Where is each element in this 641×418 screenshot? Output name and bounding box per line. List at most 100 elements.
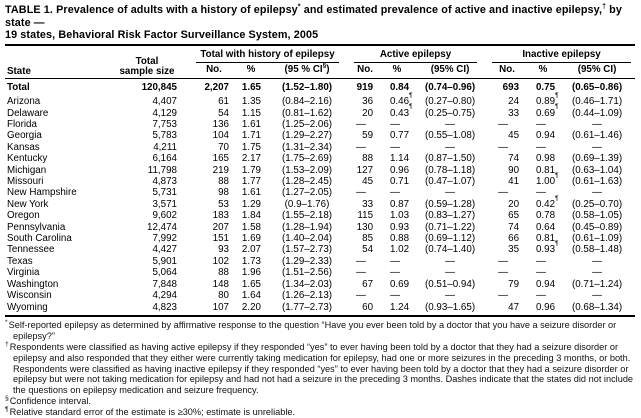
table-row: Missouri 4,873 88 1.77 (1.28–2.45) 45 0.71 (0.4…: [5, 172, 635, 188]
no-cell: 93: [218, 244, 229, 256]
ci-cell: (1.34–2.03): [281, 278, 333, 290]
no-cell: 36: [362, 96, 374, 108]
ci-cell: (1.52–1.80): [281, 81, 333, 93]
no-cell: 65: [508, 210, 520, 222]
state-cell: Missouri: [7, 176, 44, 188]
no-cell: 61: [218, 96, 229, 108]
ci-cell: (0.25–0.70): [571, 198, 623, 210]
sample-size-cell: 120,845: [141, 81, 177, 93]
no-cell: 136: [212, 119, 229, 130]
ci-cell: (0.93–1.65): [424, 301, 476, 313]
group-header-history: Total with history of epilepsy: [191, 47, 349, 64]
ci-cell: (0.65–0.86): [571, 81, 623, 93]
ci-cell: —: [445, 141, 455, 153]
footnote-marker: ¶: [5, 406, 9, 414]
ci-cell: (1.75–2.69): [281, 153, 333, 165]
percent-cell: 0.78: [535, 210, 556, 222]
no-cell: 45: [362, 176, 374, 188]
table-row: Kentucky 6,164 165 2.17 (1.75–2.69) 88 1.14 (0.…: [5, 153, 635, 164]
state-cell: Oregon: [7, 210, 40, 222]
percent-cell: —: [536, 255, 546, 267]
footnote-marker: †: [5, 340, 9, 348]
no-cell: 70: [218, 141, 229, 153]
percent-cell: 1.71: [241, 130, 261, 142]
ci-cell: (1.29–2.27): [281, 130, 333, 142]
ci-cell: (0.55–1.08): [424, 130, 476, 142]
percent-cell: 1.84: [241, 210, 261, 222]
no-cell: —: [356, 255, 366, 267]
no-cell: 33: [508, 107, 520, 119]
no-cell: 104: [212, 130, 229, 142]
percent-cell: 0.69: [389, 278, 410, 290]
col-header-history-no: No.: [191, 63, 237, 79]
footnotes: *Self-reported epilepsy as determined by…: [5, 319, 635, 418]
percent-cell: 2.07: [241, 244, 261, 256]
percent-cell: 1.65: [241, 81, 261, 93]
percent-cell: —: [390, 255, 400, 267]
no-cell: 919: [356, 81, 374, 93]
ci-cell: (0.59–1.28): [424, 198, 476, 210]
sub-header-row: No. % (95 % CI§) No. % (95% CI) No. % (9…: [5, 63, 636, 79]
percent-cell: 0.84: [389, 81, 410, 93]
percent-cell: 1.73: [241, 255, 261, 267]
no-cell: 2,207: [204, 81, 229, 93]
title-footnote-marker-asterisk: *: [297, 3, 301, 11]
no-cell: 54: [362, 244, 374, 256]
no-cell: 127: [356, 164, 374, 176]
table-row: New York 3,571 53 1.29 (0.9–1.76) 33 0.87 (0.59…: [5, 195, 635, 210]
col-header-active-pct: %: [381, 63, 414, 79]
percent-cell: 2.20: [241, 301, 261, 313]
ci-cell: (0.71–1.24): [571, 278, 623, 290]
percent-cell: 0.81: [535, 164, 556, 176]
sample-size-cell: 4,427: [152, 244, 177, 256]
no-cell: 85: [362, 233, 374, 245]
sample-size-cell: 7,848: [152, 278, 177, 290]
state-cell: New York: [7, 198, 49, 210]
footnote-text: Confidence interval.: [9, 396, 91, 407]
ci-cell: —: [445, 290, 455, 302]
percent-cell: 1.75: [241, 141, 261, 153]
sample-size-cell: 4,823: [152, 301, 177, 313]
ci-cell: (0.83–1.27): [424, 210, 476, 222]
ci-cell: (1.77–2.73): [281, 301, 333, 313]
sample-size-cell: 5,731: [152, 187, 177, 199]
no-cell: 98: [218, 187, 229, 199]
sample-size-cell: 12,474: [147, 221, 177, 233]
table-row-total: Total 120,845 2,207 1.65 (1.52–1.80) 919 0.84 (…: [5, 78, 635, 96]
ci-cell: (0.68–1.34): [571, 301, 623, 313]
percent-cell: 0.81: [535, 233, 556, 245]
percent-cell: 0.93: [389, 221, 410, 233]
ci-cell: (1.40–2.04): [281, 233, 333, 245]
no-cell: 88: [218, 267, 229, 279]
percent-cell: 1.02: [389, 244, 410, 256]
no-cell: —: [356, 119, 366, 130]
no-cell: —: [356, 290, 366, 302]
percent-cell: 2.17: [241, 153, 261, 165]
percent-cell: 0.98: [535, 153, 556, 165]
percent-cell: 0.75: [535, 81, 556, 93]
ci-cell: (1.25–2.06): [281, 119, 333, 130]
no-cell: 54: [218, 107, 229, 119]
ci-cell: —: [592, 267, 602, 279]
ci-cell: (0.58–1.48): [571, 244, 623, 256]
no-cell: 88: [362, 153, 374, 165]
col-header-inactive-no: No.: [487, 63, 528, 79]
footnote: §Confidence interval.: [5, 395, 635, 407]
percent-cell: 0.89¶: [535, 91, 559, 108]
table-row: Oregon 9,602 183 1.84 (1.55–2.18) 115 1.03 (0.8…: [5, 210, 635, 221]
table-body: Total 120,845 2,207 1.65 (1.52–1.80) 919 0.84 (…: [5, 78, 635, 316]
ci-cell: —: [592, 187, 602, 199]
state-cell: Wyoming: [7, 301, 48, 313]
table-header: State Total sample size Total with histor…: [5, 46, 636, 79]
epilepsy-prevalence-table: State Total sample size Total with histor…: [5, 46, 636, 317]
sample-size-cell: 4,407: [152, 96, 177, 108]
percent-cell: 1.79: [241, 164, 261, 176]
no-cell: 151: [212, 233, 229, 245]
no-cell: —: [498, 255, 508, 267]
percent-cell: —: [390, 119, 400, 130]
percent-cell: —: [390, 267, 400, 279]
percent-cell: 0.96: [535, 301, 556, 313]
col-header-sample-line1: Total: [135, 55, 159, 67]
table-row: Florida 7,753 136 1.61 (1.25–2.06) — — — — — —: [5, 119, 635, 130]
percent-cell: 0.94: [535, 130, 556, 142]
